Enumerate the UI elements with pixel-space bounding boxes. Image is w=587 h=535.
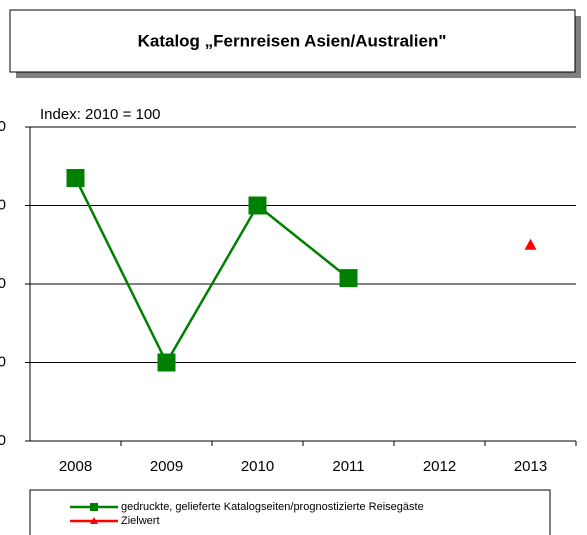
marker [248,196,267,215]
x-tick-label: 2011 [332,458,364,475]
line [74,177,350,366]
x-tick-label: 2012 [423,458,456,475]
chart-title: Katalog „Fernreisen Asien/Australien" [138,31,447,50]
legend-label: Zielwert [121,515,160,527]
y-tick-label: 80 [0,275,6,292]
legend-marker [90,517,98,524]
marker [339,269,358,288]
y-tick-label: 120 [0,118,6,135]
x-tick-label: 2013 [514,458,547,475]
legend-marker [90,503,98,511]
y-tick-label: 100 [0,196,6,213]
title-box [9,9,576,73]
marker [157,353,176,372]
subtitle: Index: 2010 = 100 [40,106,161,123]
marker [524,238,537,250]
x-tick-label: 2010 [241,458,274,475]
y-tick-label: 60 [0,353,6,370]
x-tick-label: 2008 [59,458,92,475]
marker [66,169,85,188]
y-tick-label: 40 [0,432,6,449]
legend [29,489,551,535]
legend-label: gedruckte, gelieferte Katalogseiten/prog… [121,501,424,513]
x-tick-label: 2009 [150,458,183,475]
